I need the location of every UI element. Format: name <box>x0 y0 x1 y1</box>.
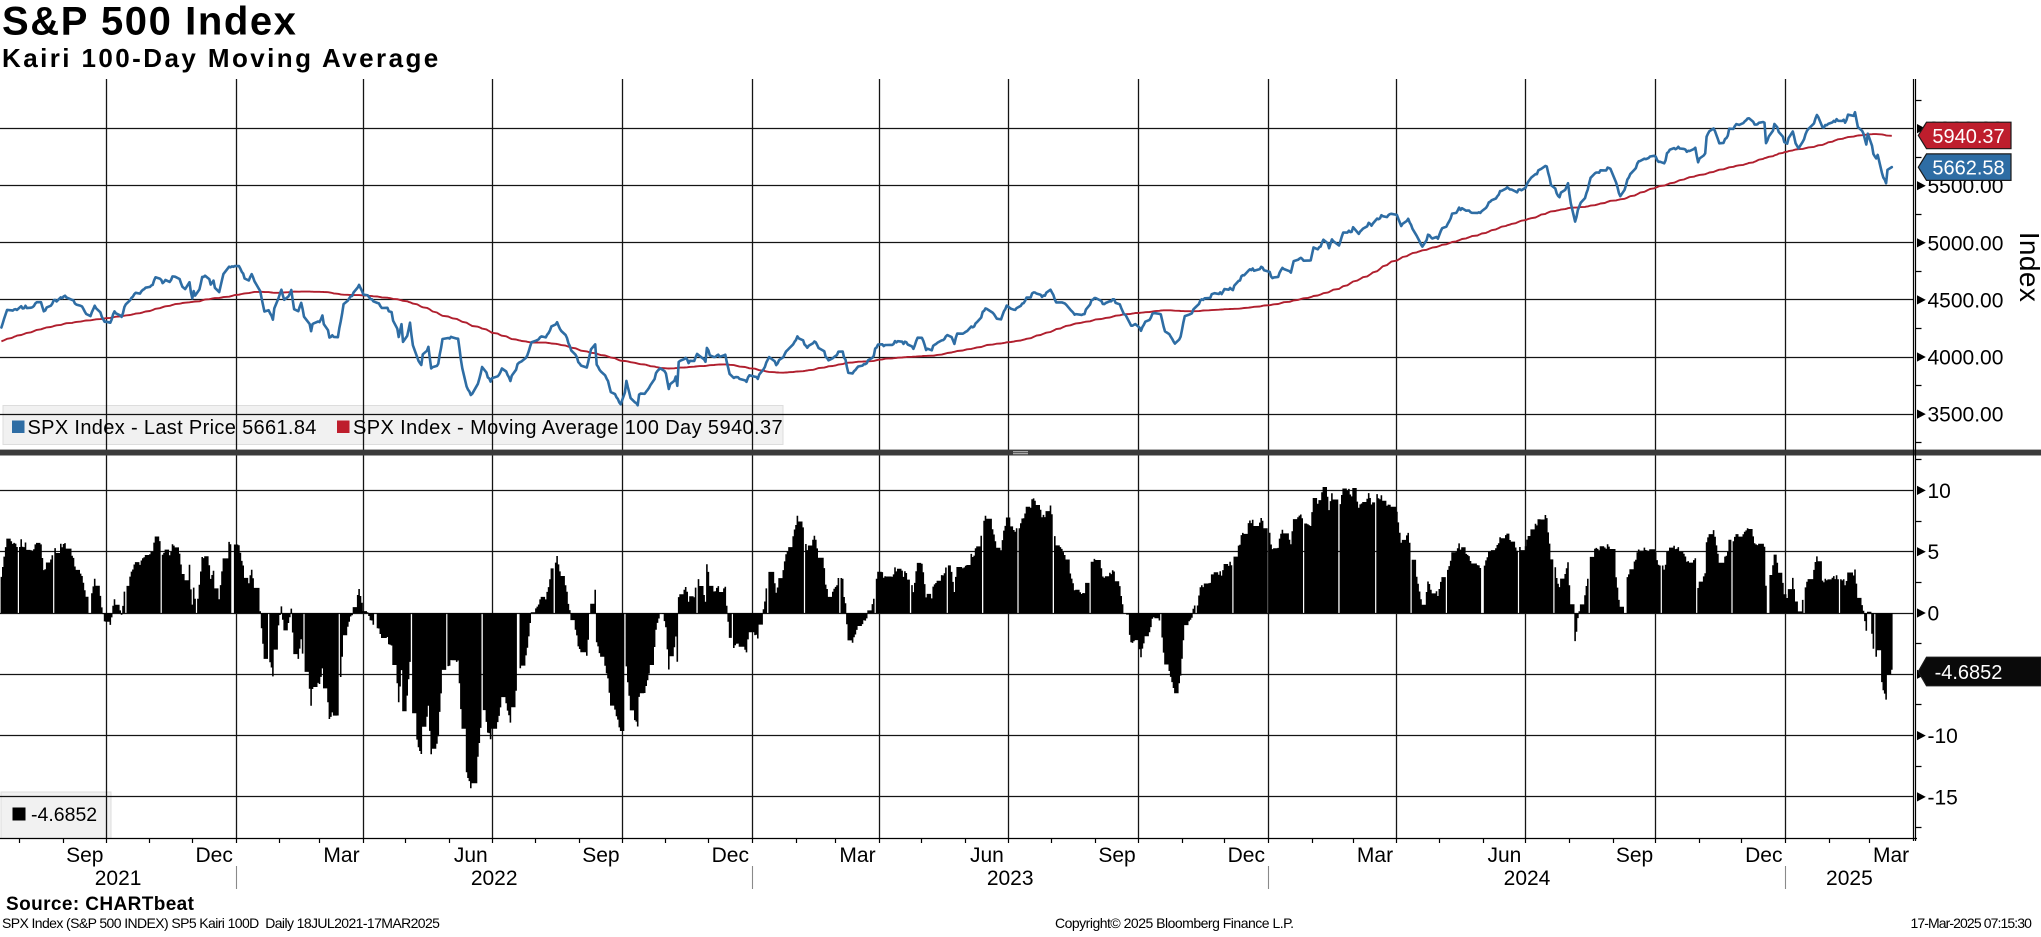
svg-text:-4.6852: -4.6852 <box>31 804 97 826</box>
svg-text:-4.6852: -4.6852 <box>1935 662 2003 684</box>
svg-text:2025: 2025 <box>1826 867 1873 890</box>
svg-text:Index: Index <box>2014 232 2041 303</box>
svg-text:Dec: Dec <box>196 844 233 867</box>
svg-text:S&P 500 Index: S&P 500 Index <box>2 0 298 44</box>
svg-text:Mar: Mar <box>1873 844 1909 867</box>
svg-text:2024: 2024 <box>1504 867 1551 890</box>
svg-text:Sep: Sep <box>66 844 103 867</box>
svg-text:SPX Index (S&P 500 INDEX) SP5: SPX Index (S&P 500 INDEX) SP5 Kairi 100D… <box>2 915 440 931</box>
svg-text:2023: 2023 <box>987 867 1034 890</box>
svg-text:2021: 2021 <box>95 867 142 890</box>
svg-text:Dec: Dec <box>712 844 749 867</box>
svg-text:3500.00: 3500.00 <box>1928 404 2004 427</box>
svg-text:Sep: Sep <box>1098 844 1135 867</box>
svg-text:SPX Index - Moving Average 100: SPX Index - Moving Average 100 Day 5940.… <box>353 417 783 439</box>
svg-text:5000.00: 5000.00 <box>1928 232 2004 255</box>
svg-text:5: 5 <box>1928 541 1940 564</box>
svg-text:Jun: Jun <box>1487 844 1521 867</box>
svg-text:Sep: Sep <box>1616 844 1653 867</box>
svg-text:Jun: Jun <box>454 844 488 867</box>
svg-text:-10: -10 <box>1928 725 1958 748</box>
svg-text:SPX Index - Last Price 5661.84: SPX Index - Last Price 5661.84 <box>28 417 317 439</box>
svg-text:Kairi 100-Day Moving Average: Kairi 100-Day Moving Average <box>2 43 441 73</box>
svg-text:-15: -15 <box>1928 786 1958 809</box>
svg-text:17-Mar-2025 07:15:30: 17-Mar-2025 07:15:30 <box>1910 915 2032 931</box>
svg-text:Copyright© 2025 Bloomberg Fina: Copyright© 2025 Bloomberg Finance L.P. <box>1055 915 1294 931</box>
svg-text:4500.00: 4500.00 <box>1928 289 2004 312</box>
svg-text:Dec: Dec <box>1745 844 1782 867</box>
svg-text:2022: 2022 <box>471 867 518 890</box>
svg-text:0: 0 <box>1928 603 1940 626</box>
svg-text:4000.00: 4000.00 <box>1928 347 2004 370</box>
svg-text:Dec: Dec <box>1228 844 1265 867</box>
svg-text:10: 10 <box>1928 480 1951 503</box>
svg-text:5662.58: 5662.58 <box>1932 158 2004 180</box>
svg-text:5940.37: 5940.37 <box>1932 126 2004 148</box>
svg-text:Mar: Mar <box>839 844 875 867</box>
svg-text:Sep: Sep <box>582 844 619 867</box>
svg-text:Source: CHARTbeat: Source: CHARTbeat <box>6 894 195 915</box>
svg-text:Jun: Jun <box>970 844 1004 867</box>
svg-text:Mar: Mar <box>323 844 359 867</box>
svg-text:Mar: Mar <box>1357 844 1393 867</box>
